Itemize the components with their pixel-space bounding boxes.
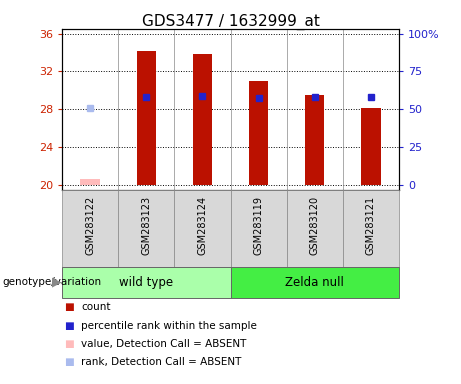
Bar xyxy=(174,190,230,267)
Bar xyxy=(136,51,156,185)
Bar xyxy=(62,267,230,298)
Text: wild type: wild type xyxy=(119,276,173,289)
Bar xyxy=(361,109,380,185)
Text: GSM283123: GSM283123 xyxy=(142,196,151,255)
Text: rank, Detection Call = ABSENT: rank, Detection Call = ABSENT xyxy=(81,358,242,367)
Text: GDS3477 / 1632999_at: GDS3477 / 1632999_at xyxy=(142,13,319,30)
Bar xyxy=(81,179,100,185)
Text: GSM283124: GSM283124 xyxy=(197,196,207,255)
Text: GSM283119: GSM283119 xyxy=(254,196,264,255)
Text: GSM283122: GSM283122 xyxy=(85,196,95,255)
Text: GSM283120: GSM283120 xyxy=(310,196,319,255)
Bar xyxy=(193,55,212,185)
Text: count: count xyxy=(81,302,111,312)
Text: ■: ■ xyxy=(64,321,73,331)
Text: genotype/variation: genotype/variation xyxy=(2,277,101,287)
Bar xyxy=(230,190,287,267)
Text: ■: ■ xyxy=(64,302,73,312)
Bar xyxy=(62,190,118,267)
Text: ▶: ▶ xyxy=(52,276,61,289)
Bar xyxy=(343,190,399,267)
Bar xyxy=(249,81,268,185)
Bar xyxy=(230,267,399,298)
Text: ■: ■ xyxy=(64,339,73,349)
Bar xyxy=(287,190,343,267)
Bar xyxy=(118,190,174,267)
Text: value, Detection Call = ABSENT: value, Detection Call = ABSENT xyxy=(81,339,247,349)
Text: Zelda null: Zelda null xyxy=(285,276,344,289)
Bar xyxy=(305,95,325,185)
Text: ■: ■ xyxy=(64,358,73,367)
Text: percentile rank within the sample: percentile rank within the sample xyxy=(81,321,257,331)
Text: GSM283121: GSM283121 xyxy=(366,196,376,255)
